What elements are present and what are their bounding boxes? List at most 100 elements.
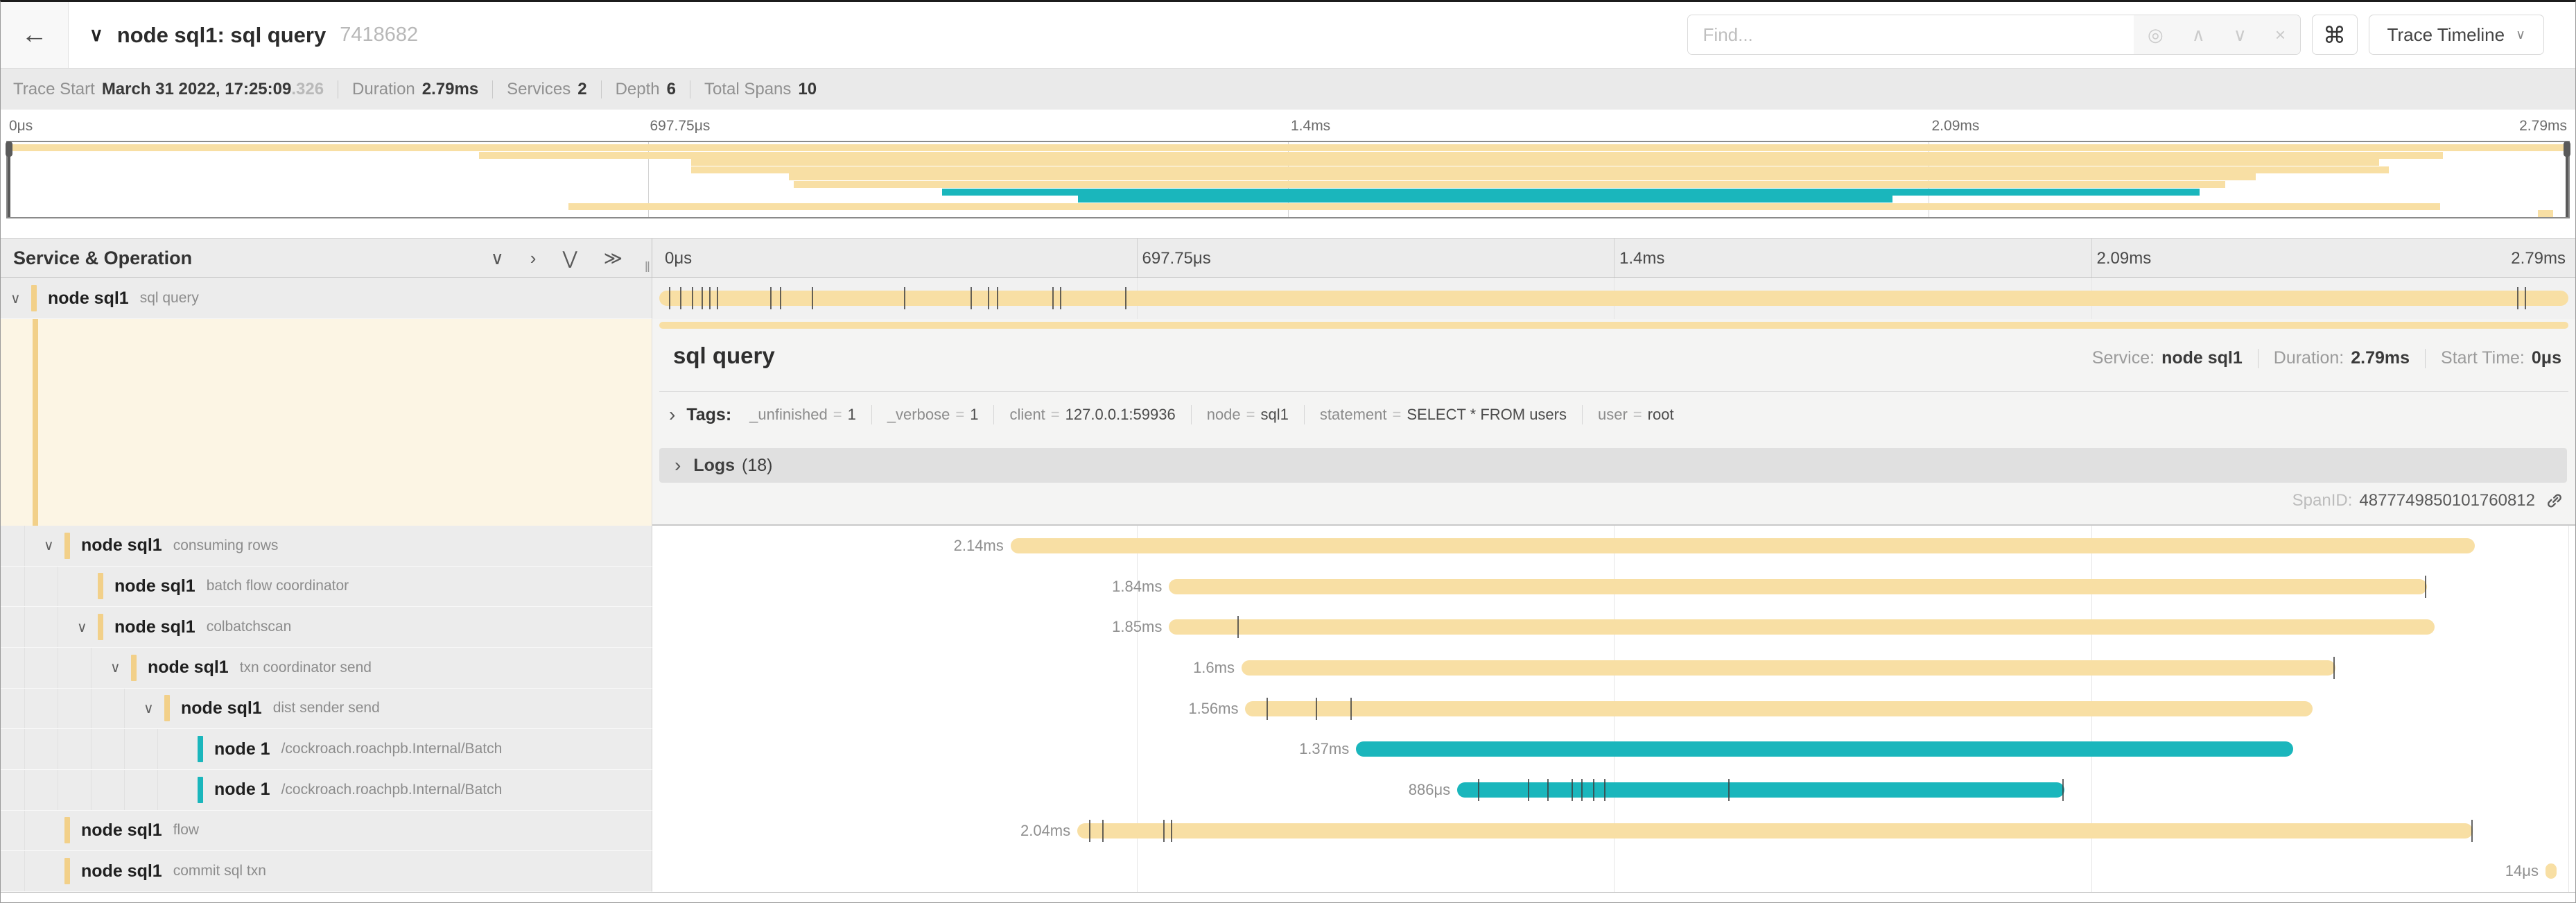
span-row[interactable]: 2.14ms	[659, 526, 2568, 567]
service-operation-title: Service & Operation	[13, 248, 193, 268]
chevron-right-icon: ›	[669, 404, 676, 425]
span-id-row: SpanID: 4877749850101760812	[2292, 491, 2564, 510]
log-tick	[1052, 287, 1054, 309]
find-next-icon[interactable]: ∨	[2233, 24, 2247, 45]
time-tick-label: 2.79ms	[2519, 118, 2567, 134]
tree-row[interactable]: ∨ node sql1 sql query	[1, 278, 652, 318]
grid-line	[2568, 526, 2569, 892]
span-bar[interactable]	[1169, 578, 2428, 594]
span-bar[interactable]	[1245, 700, 2313, 716]
tree-row[interactable]: ∨ node sql1 dist sender send	[1, 688, 652, 730]
span-toggle-icon[interactable]: ∨	[143, 700, 154, 716]
expand-one-icon[interactable]: ›	[530, 247, 537, 268]
panel-resize-handle[interactable]: ‖	[644, 260, 650, 275]
collapse-all-icon[interactable]: ⋁	[562, 247, 577, 268]
find-prev-icon[interactable]: ∧	[2191, 24, 2205, 45]
summary-value: 2.79ms	[421, 79, 479, 98]
service-color-marker	[64, 858, 70, 885]
locate-icon[interactable]: ◎	[2148, 24, 2164, 45]
tree-row[interactable]: node sql1 commit sql txn	[1, 851, 652, 892]
find-clear-icon[interactable]: ×	[2274, 24, 2286, 45]
tree-row[interactable]: ∨ node sql1 txn coordinator send	[1, 647, 652, 689]
tree-row[interactable]: node 1/cockroach.roachpb.Internal/Batch	[1, 729, 652, 770]
span-bar[interactable]	[1077, 823, 2473, 839]
log-tick	[2471, 819, 2473, 842]
divider	[1, 892, 2575, 893]
span-row[interactable]: 1.37ms	[659, 729, 2568, 770]
indent-guide	[24, 566, 25, 607]
span-duration-label: 886μs	[1408, 781, 1451, 798]
tag-key: _unfinished	[749, 406, 828, 423]
link-icon[interactable]	[2545, 491, 2564, 510]
tree-row[interactable]: ∨ node sql1 consuming rows	[1, 526, 652, 567]
find-input[interactable]	[1687, 15, 2134, 54]
back-button[interactable]: ←	[1, 2, 69, 68]
log-tick	[1528, 779, 1530, 801]
minimap-span	[788, 173, 2256, 181]
collapse-trace-icon[interactable]: ∨	[89, 24, 103, 45]
tags-section[interactable]: › Tags: _unfinished = 1 _verbose = 1 client = 12…	[669, 404, 2561, 426]
log-tick	[1572, 779, 1574, 801]
span-row[interactable]: 2.04ms	[659, 811, 2568, 852]
span-bar[interactable]	[1169, 619, 2435, 635]
span-toggle-icon[interactable]: ∨	[44, 538, 54, 554]
span-bar[interactable]	[1356, 741, 2294, 757]
span-row[interactable]: 1.6ms	[659, 648, 2568, 689]
tree-row[interactable]: node sql1 batch flow coordinator	[1, 566, 652, 608]
span-bar[interactable]	[1241, 660, 2335, 676]
equals-sign: =	[833, 406, 842, 423]
span-bar[interactable]	[1010, 538, 2475, 553]
span-toggle-icon[interactable]: ∨	[110, 660, 121, 676]
span-bar[interactable]	[2545, 863, 2557, 879]
root-span-bar-cell[interactable]	[652, 278, 2575, 319]
tree-row[interactable]: node 1/cockroach.roachpb.Internal/Batch	[1, 769, 652, 811]
root-span-row[interactable]: ∨ node sql1 sql query	[1, 278, 2575, 319]
root-span-tree-cell[interactable]: ∨ node sql1 sql query	[1, 278, 652, 319]
chevron-right-icon: ›	[675, 454, 681, 476]
span-bar[interactable]	[659, 291, 2568, 306]
time-tick-label: 697.75μs	[650, 118, 711, 134]
minimap-span	[8, 144, 2568, 151]
span-row[interactable]: 1.84ms	[659, 567, 2568, 608]
span-bar[interactable]	[1457, 782, 2064, 798]
service-color-marker	[64, 532, 70, 559]
span-row[interactable]: 886μs	[659, 770, 2568, 811]
collapse-one-icon[interactable]: ∨	[490, 247, 504, 268]
log-tick	[716, 287, 718, 309]
span-row[interactable]: 1.56ms	[659, 689, 2568, 730]
minimap-scrubber-left[interactable]	[6, 141, 12, 217]
span-detail-info: Service: node sql1 Duration: 2.79ms Star…	[2092, 348, 2561, 368]
back-arrow-icon: ←	[21, 20, 48, 49]
tree-row[interactable]: node sql1 flow	[1, 810, 652, 852]
view-dropdown-button[interactable]: Trace Timeline ∨	[2368, 15, 2544, 55]
minimap-ruler: 0μs 697.75μs 1.4ms 2.09ms 2.79ms	[6, 110, 2570, 141]
time-tick-label: 0μs	[665, 249, 693, 268]
keyboard-shortcuts-button[interactable]: ⌘	[2311, 15, 2358, 55]
span-toggle-icon[interactable]: ∨	[10, 291, 21, 307]
operation-name: batch flow coordinator	[206, 578, 349, 594]
bars-inner: 2.14ms 1.84ms 1.85ms 1.6ms 1.56ms 1.37ms 886μs…	[659, 526, 2569, 892]
span-toggle-icon[interactable]: ∨	[77, 619, 87, 635]
span-row[interactable]: 1.85ms	[659, 607, 2568, 648]
log-tick	[680, 287, 682, 309]
time-tick-label: 697.75μs	[1142, 249, 1211, 268]
tag-item: statement = SELECT * FROM users	[1320, 406, 1567, 424]
indent-guide	[24, 647, 25, 688]
service-label: Service:	[2091, 348, 2155, 368]
expand-all-icon[interactable]: ≫	[603, 247, 623, 268]
service-color-marker	[131, 654, 137, 681]
find-bar: ◎ ∧ ∨ × ⌘ Trace Timeline ∨	[1687, 15, 2544, 55]
minimap[interactable]	[6, 141, 2570, 218]
tag-value: 1	[970, 406, 979, 423]
log-tick	[997, 287, 999, 309]
tag-key: node	[1206, 406, 1241, 423]
tree-row[interactable]: ∨ node sql1 colbatchscan	[1, 607, 652, 648]
operation-name: /cockroach.roachpb.Internal/Batch	[281, 741, 503, 757]
logs-section[interactable]: › Logs (18)	[659, 448, 2567, 483]
service-value: node sql1	[2161, 348, 2243, 368]
indent-guide	[91, 688, 92, 729]
minimap-scrubber-right[interactable]	[2564, 141, 2570, 217]
tags-list: _unfinished = 1 _verbose = 1 client = 127.0.0.1:…	[749, 405, 1674, 424]
span-row[interactable]: 14μs	[659, 851, 2568, 892]
divider	[1582, 405, 1583, 424]
